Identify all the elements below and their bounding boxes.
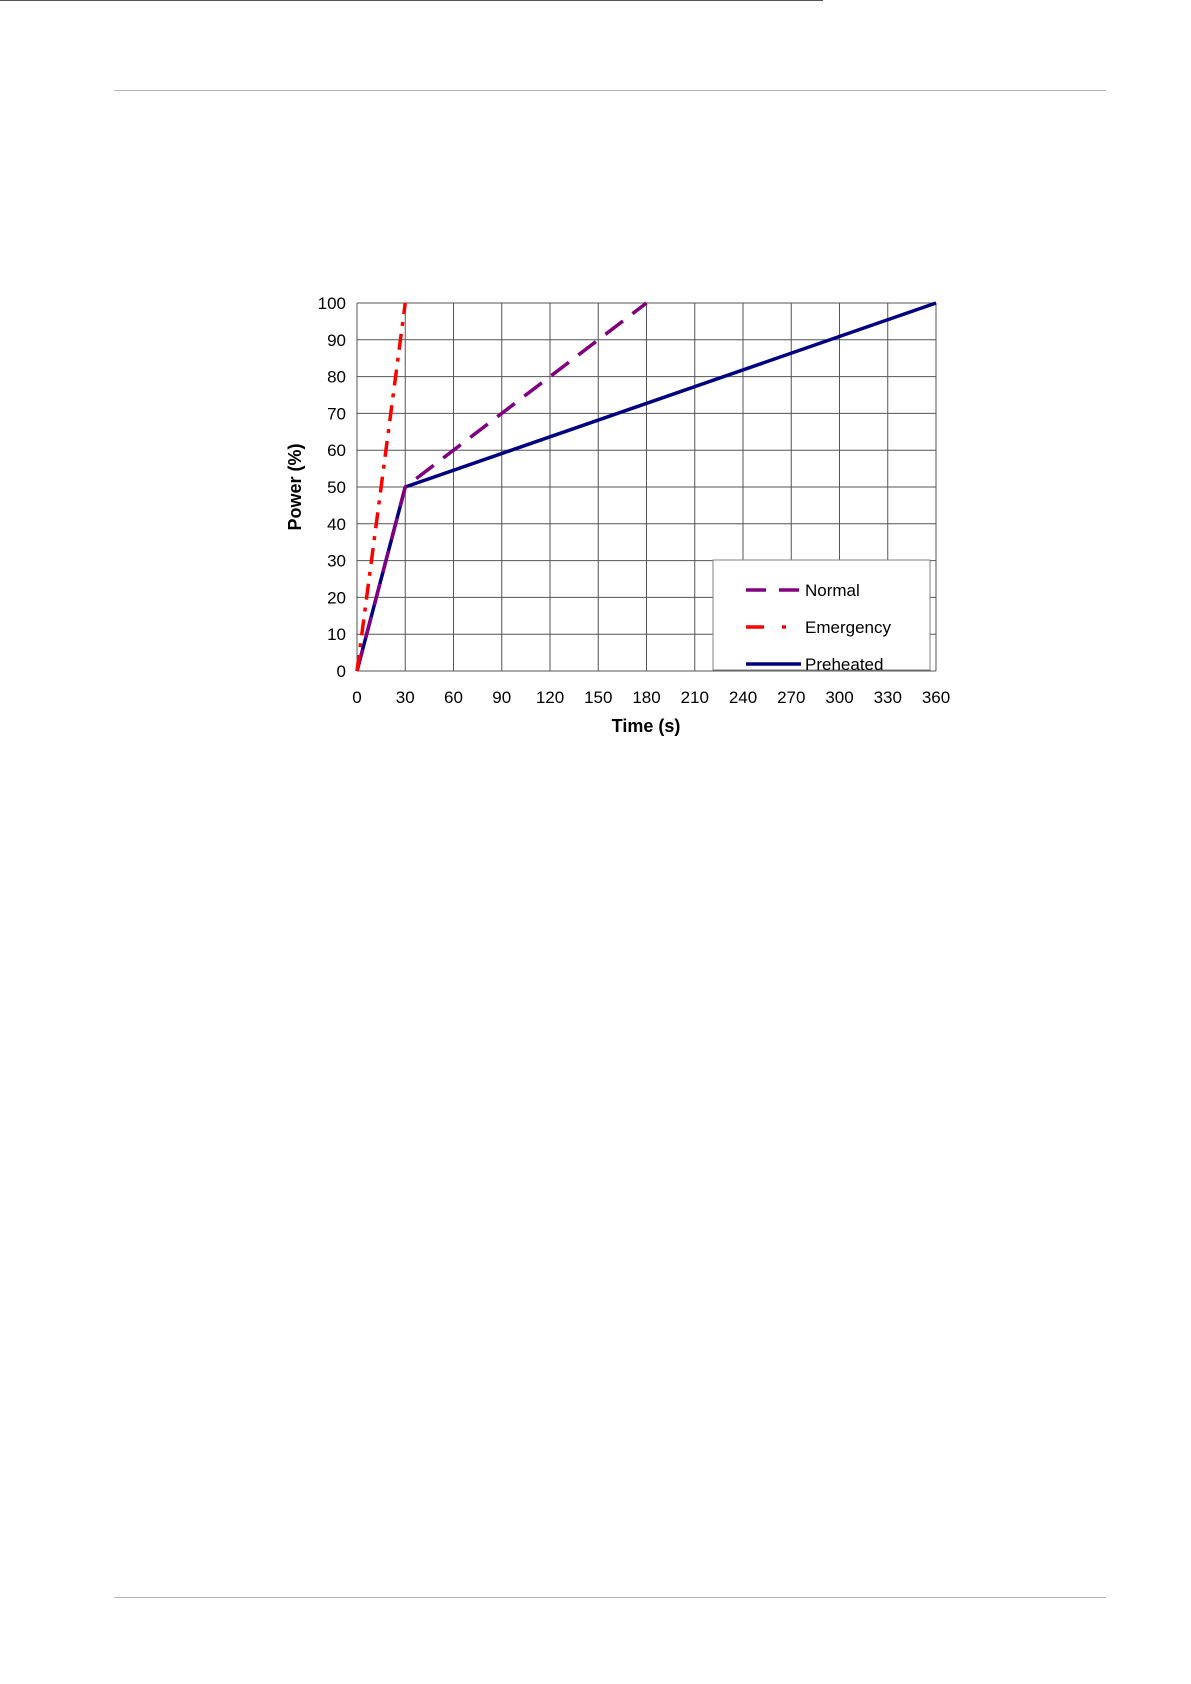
x-tick-label: 210 (681, 688, 709, 707)
chart-tick-labels: 0 30 60 90 120 150 180 210 240 270 300 330 360 0 10 20 3… (318, 294, 951, 707)
x-tick-label: 180 (632, 688, 660, 707)
x-tick-label: 60 (444, 688, 463, 707)
y-tick-label: 90 (327, 331, 346, 350)
y-tick-label: 70 (327, 404, 346, 423)
header-rule (114, 90, 1106, 91)
y-tick-label: 60 (327, 441, 346, 460)
y-tick-label: 10 (327, 625, 346, 644)
x-tick-label: 150 (584, 688, 612, 707)
legend-label-preheated: Preheated (805, 655, 883, 674)
x-tick-label: 270 (777, 688, 805, 707)
x-tick-label: 240 (729, 688, 757, 707)
y-tick-label: 80 (327, 368, 346, 387)
y-tick-label: 100 (318, 294, 346, 313)
series-line-normal (355, 301, 648, 672)
chart-series (355, 301, 937, 672)
x-tick-label: 120 (536, 688, 564, 707)
x-axis-title: Time (s) (612, 716, 681, 736)
footer-rule (114, 1597, 1106, 1598)
x-tick-label: 30 (396, 688, 415, 707)
x-tick-label: 330 (874, 688, 902, 707)
y-tick-label: 0 (337, 662, 346, 681)
x-tick-label: 300 (825, 688, 853, 707)
y-tick-label: 20 (327, 588, 346, 607)
legend-label-normal: Normal (805, 581, 860, 600)
y-tick-label: 40 (327, 515, 346, 534)
series-line-emergency (355, 302, 407, 672)
figure-bottom-rule (0, 0, 823, 1)
x-tick-label: 0 (352, 688, 361, 707)
y-tick-label: 30 (327, 552, 346, 571)
legend-label-emergency: Emergency (805, 618, 891, 637)
x-tick-label: 90 (492, 688, 511, 707)
legend-box (712, 559, 931, 671)
x-tick-label: 360 (922, 688, 950, 707)
y-axis-title: Power (%) (285, 443, 305, 530)
y-tick-label: 50 (327, 478, 346, 497)
chart-legend: Normal Emergency Preheated (712, 559, 931, 674)
